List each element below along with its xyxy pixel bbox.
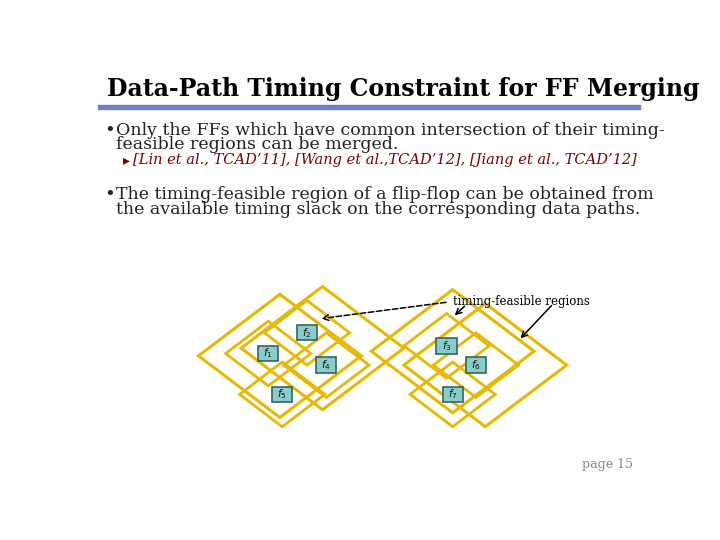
Text: •: • (104, 186, 114, 205)
Text: the available timing slack on the corresponding data paths.: the available timing slack on the corres… (117, 201, 641, 218)
Text: $f_3$: $f_3$ (441, 339, 451, 353)
Text: $f_6$: $f_6$ (471, 358, 481, 372)
Text: $f_5$: $f_5$ (277, 388, 287, 401)
Text: $f_2$: $f_2$ (302, 326, 312, 340)
Bar (466, 357, 486, 373)
Text: $f_4$: $f_4$ (321, 358, 331, 372)
Text: page 15: page 15 (582, 458, 632, 471)
Bar (258, 346, 279, 361)
Text: •: • (104, 122, 114, 140)
Bar (436, 338, 456, 354)
Bar (272, 387, 292, 402)
Bar (316, 357, 336, 373)
Bar (98, 105, 640, 110)
Text: Only the FFs which have common intersection of their timing-: Only the FFs which have common intersect… (117, 122, 665, 139)
Text: feasible regions can be merged.: feasible regions can be merged. (117, 137, 399, 153)
Text: The timing-feasible region of a flip-flop can be obtained from: The timing-feasible region of a flip-flo… (117, 186, 654, 204)
Bar (443, 387, 463, 402)
Bar (297, 325, 317, 340)
Text: [Lin et al., TCAD’11], [Wang et al.,TCAD’12], [Jiang et al., TCAD’12]: [Lin et al., TCAD’11], [Wang et al.,TCAD… (133, 153, 637, 167)
Text: $f_7$: $f_7$ (448, 388, 457, 401)
Text: timing-feasible regions: timing-feasible regions (453, 295, 590, 308)
Text: ▸: ▸ (122, 153, 130, 167)
Text: $f_1$: $f_1$ (264, 347, 273, 361)
Text: Data-Path Timing Constraint for FF Merging: Data-Path Timing Constraint for FF Mergi… (107, 77, 700, 102)
